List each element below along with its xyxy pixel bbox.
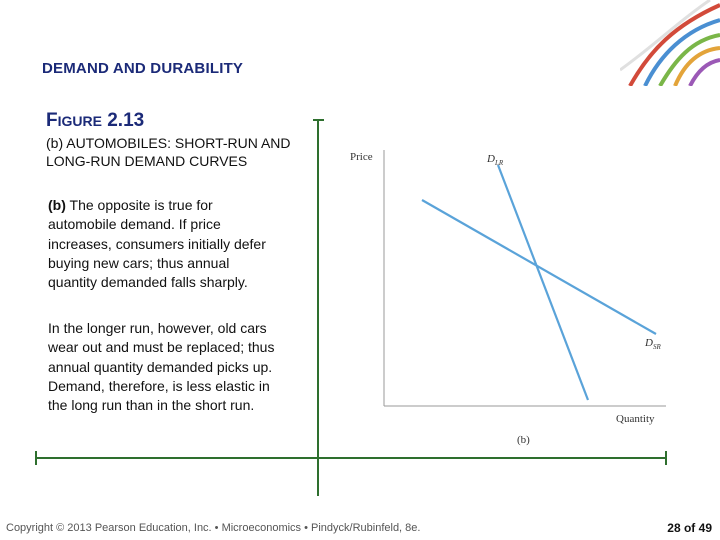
sr-curve-main: D (644, 337, 653, 349)
y-axis-label: Price (350, 151, 373, 163)
page-number: 28 of 49 (667, 521, 712, 535)
lr-curve-main: D (486, 153, 495, 165)
panel-label: (b) (517, 434, 530, 446)
figure-label-prefix: F (46, 110, 58, 131)
figure-number: 2.13 (107, 110, 145, 131)
long-run-demand-curve (496, 164, 590, 401)
short-run-demand-curve (421, 199, 657, 335)
figure-label-rest: IGURE (57, 113, 102, 129)
explanation-paragraph-2: In the longer run, however, old cars wea… (48, 320, 275, 414)
figure-label: FIGURE 2.13 (46, 110, 144, 132)
sr-curve-label: DSR (644, 337, 661, 351)
lr-curve-label: DLR (486, 153, 504, 167)
lr-curve-sub: LR (494, 159, 504, 167)
para1-body: The opposite is true for automobile dema… (48, 197, 266, 291)
section-title: DEMAND AND DURABILITY (42, 60, 244, 77)
footer-copyright: Copyright © 2013 Pearson Education, Inc.… (6, 522, 421, 534)
x-axis-label: Quantity (616, 413, 655, 425)
figure-subtitle: (b) AUTOMOBILES: SHORT-RUN AND LONG-RUN … (46, 135, 291, 169)
decorative-wires-image (620, 0, 720, 86)
sr-curve-sub: SR (653, 343, 662, 351)
para1-lead: (b) (48, 197, 66, 213)
explanation-paragraph-1: (b) The opposite is true for automobile … (48, 196, 280, 292)
